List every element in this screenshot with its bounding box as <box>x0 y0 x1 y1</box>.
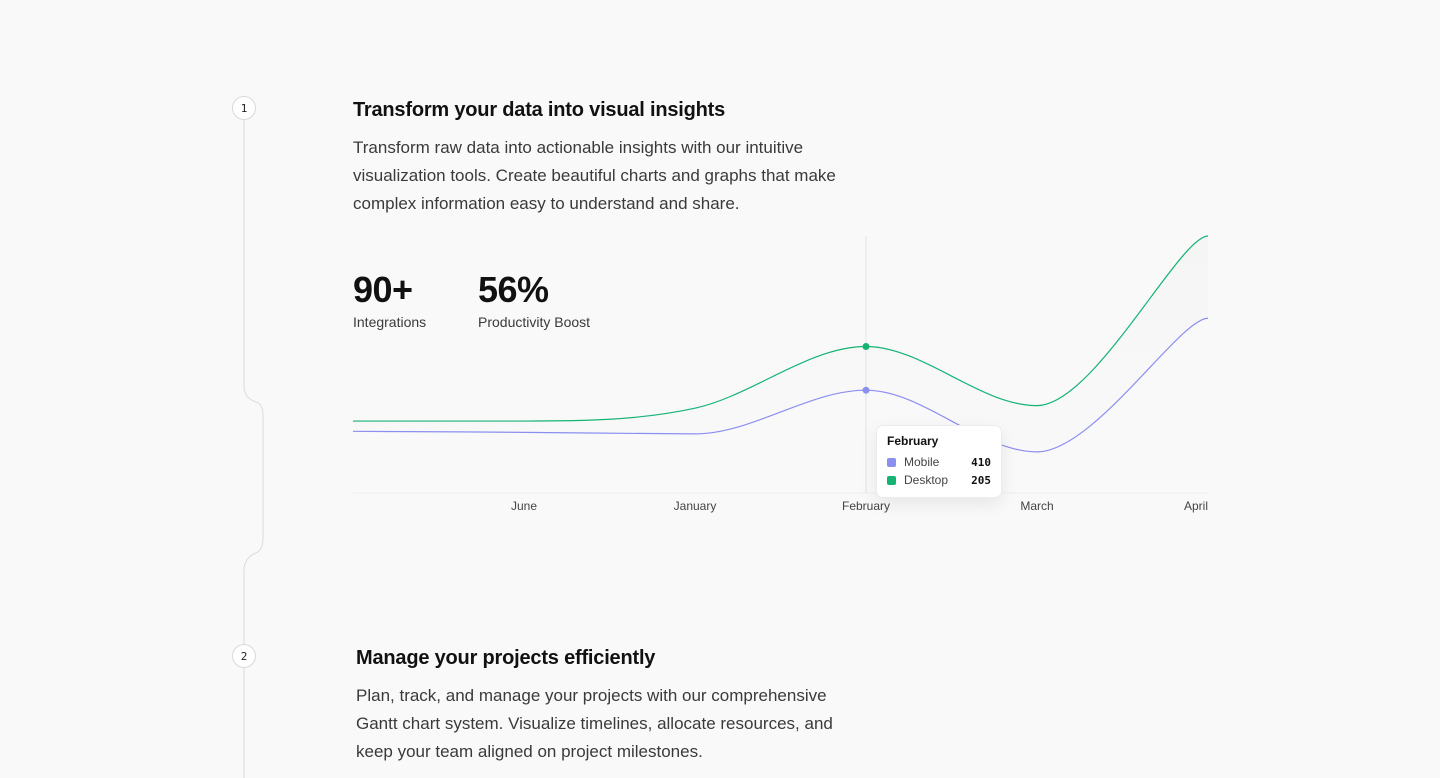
stat-value: 90+ <box>353 269 413 310</box>
feature-section-project-management: Manage your projects efficiently Plan, t… <box>356 644 861 766</box>
tooltip-row-mobile: Mobile 410 <box>887 453 991 471</box>
x-tick-label: June <box>511 499 537 513</box>
mobile-swatch-icon <box>887 457 896 467</box>
x-tick-label: April <box>1184 499 1208 513</box>
tooltip-series-value: 205 <box>971 473 991 487</box>
tooltip-series-value: 410 <box>971 455 991 469</box>
active-point-desktop <box>862 343 870 351</box>
section-description: Plan, track, and manage your projects wi… <box>356 686 833 761</box>
section-title: Manage your projects efficiently <box>356 647 656 669</box>
stat-integrations: 90+ Integrations <box>353 269 427 331</box>
tooltip-row-desktop: Desktop 205 <box>887 471 991 489</box>
chart-tooltip: February Mobile 410 Desktop 205 <box>876 425 1002 498</box>
x-tick-label: February <box>842 499 890 513</box>
step-number-badge: 2 <box>232 644 256 668</box>
section-title: Transform your data into visual insights <box>353 99 726 121</box>
desktop-swatch-icon <box>887 475 896 485</box>
stat-label: Productivity Boost <box>478 314 591 330</box>
visitors-line-chart[interactable]: June January February March April <box>340 230 1220 530</box>
tooltip-title: February <box>887 434 939 448</box>
step-rail: 1 2 <box>0 0 300 778</box>
series-line-mobile <box>352 317 1209 453</box>
step-number-badge: 1 <box>232 96 256 120</box>
stat-productivity: 56% Productivity Boost <box>478 269 591 331</box>
section-description: Transform raw data into actionable insig… <box>353 138 836 213</box>
x-tick-label: January <box>674 499 717 513</box>
tooltip-series-name: Desktop <box>904 473 949 487</box>
tooltip-series-name: Mobile <box>904 455 940 469</box>
active-point-mobile <box>862 386 870 394</box>
stat-value: 56% <box>478 269 549 310</box>
x-tick-label: March <box>1020 499 1053 513</box>
series-band-area <box>353 236 1208 452</box>
feature-section-data-insights: Transform your data into visual insights… <box>353 96 843 218</box>
series-line-desktop <box>353 235 1209 422</box>
step-connector <box>243 120 264 778</box>
stat-label: Integrations <box>353 314 427 330</box>
